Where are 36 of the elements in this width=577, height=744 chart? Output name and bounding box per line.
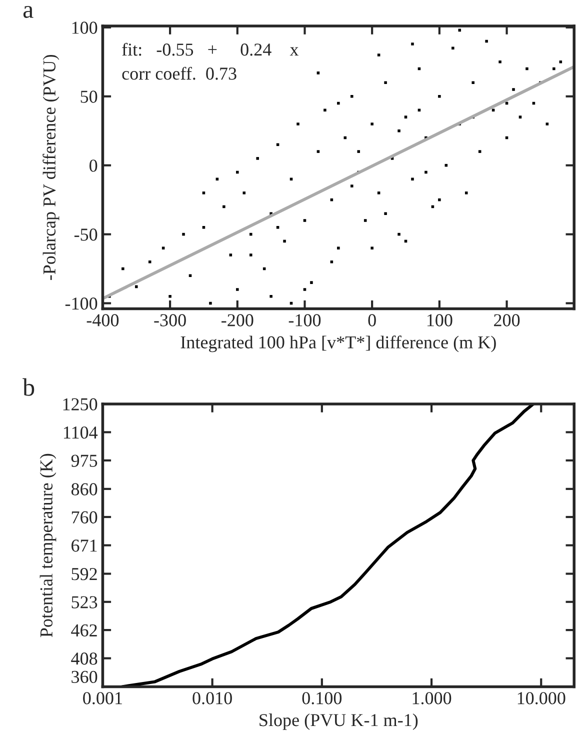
y-tick-label: 360 <box>72 670 98 684</box>
annotation: corr coeff. 0.73 <box>122 66 236 80</box>
x-axis-title: Integrated 100 hPa [v*T*] difference (m K) <box>180 336 496 352</box>
chart-title: a <box>23 6 34 18</box>
chart-title: b <box>22 378 34 396</box>
y-tick-label: 50 <box>80 90 98 103</box>
annotation: fit: -0.55 + 0.24 x <box>122 42 299 56</box>
y-tick-label: -100 <box>65 298 98 310</box>
y-axis-title: Potential temperature (K) <box>40 454 56 638</box>
y-tick-label: 671 <box>72 540 97 552</box>
y-tick-label: 523 <box>72 596 98 608</box>
y-tick-label: 975 <box>71 454 98 467</box>
x-tick-label: 0.010 <box>192 692 232 704</box>
x-tick-label: 1.000 <box>412 692 452 704</box>
x-tick-label: 0.100 <box>302 692 342 704</box>
y-tick-label: 860 <box>71 483 98 496</box>
x-tick-label: -400 <box>86 314 119 326</box>
y-axis-title: -Polarcap PV difference (PVU) <box>42 54 60 280</box>
y-tick-label: 408 <box>71 652 98 665</box>
y-tick-label: -50 <box>74 228 98 241</box>
y-tick-label: 592 <box>72 568 97 580</box>
y-tick-label: 100 <box>72 22 98 34</box>
x-tick-label: 100 <box>427 314 452 326</box>
y-tick-label: 0 <box>90 160 98 172</box>
y-tick-label: 462 <box>71 624 97 636</box>
x-tick-label: -100 <box>288 314 321 326</box>
x-tick-label: -200 <box>222 314 254 326</box>
y-tick-label: 760 <box>72 511 98 524</box>
x-tick-label: 200 <box>494 314 520 326</box>
y-tick-label: 1250 <box>63 398 98 410</box>
y-tick-label: 1104 <box>64 426 98 439</box>
x-tick-label: 0.001 <box>83 692 122 704</box>
x-axis-title: Slope (PVU K-1 m-1) <box>260 714 418 730</box>
x-tick-label: -300 <box>154 314 186 326</box>
x-tick-label: 10.000 <box>518 692 566 704</box>
x-tick-label: 0 <box>368 314 376 326</box>
